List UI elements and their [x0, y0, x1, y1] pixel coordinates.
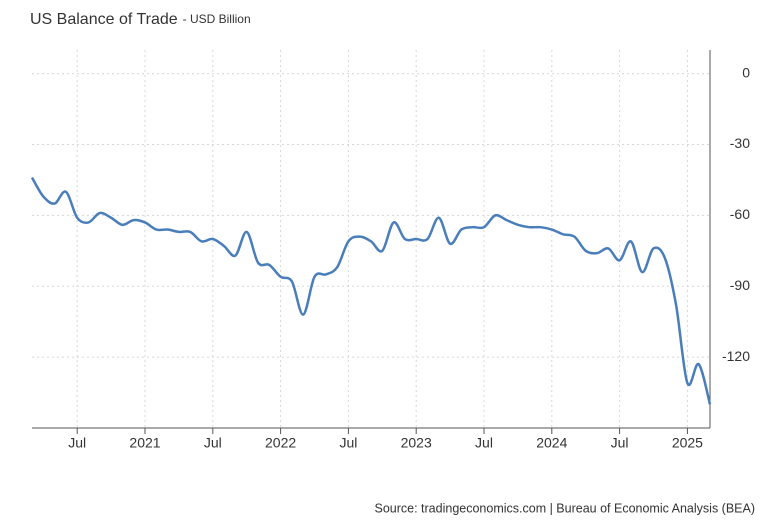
title: US Balance of Trade — [30, 11, 178, 28]
y-tick-label: -120 — [722, 348, 750, 364]
y-tick-label: -30 — [730, 135, 750, 151]
x-tick-label: Jul — [611, 435, 629, 451]
line — [30, 176, 712, 405]
y-tick-label: 0 — [742, 64, 750, 80]
x-tick-label: Jul — [339, 435, 357, 451]
x-tick-label: 2021 — [129, 435, 160, 451]
x-tick-label: 2025 — [672, 435, 703, 451]
source: Source: tradingeconomics.com | Bureau of… — [375, 501, 756, 515]
y-tick-label: -90 — [730, 277, 750, 293]
x-tick-label: 2024 — [536, 435, 567, 451]
x-tick-label: Jul — [204, 435, 222, 451]
x-tick-label: 2022 — [265, 435, 296, 451]
y-tick-label: -60 — [730, 206, 750, 222]
chart-title: US Balance of Trade - USD Billion — [30, 11, 251, 28]
x-tick-label: Jul — [68, 435, 86, 451]
x-tick-label: 2023 — [401, 435, 432, 451]
x-tick-label: Jul — [475, 435, 493, 451]
subtitle: - USD Billion — [183, 12, 251, 26]
